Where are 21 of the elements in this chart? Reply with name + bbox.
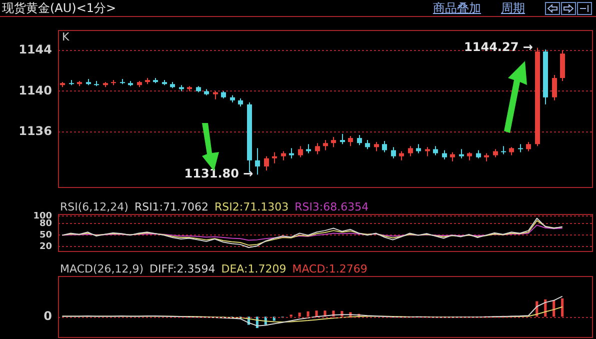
y-tick-label: 1144: [18, 42, 52, 57]
series-label: RSI1:71.7062: [134, 200, 208, 214]
text: DEA:1.7209: [221, 262, 286, 276]
text: 周期: [501, 0, 525, 16]
annotation: 1131.80 →: [184, 166, 254, 181]
text: MACD:1.2769: [292, 262, 368, 276]
annotation: 1144.27 →: [464, 40, 533, 54]
y-tick-label: 50: [39, 230, 52, 241]
y-tick-label: 80: [39, 218, 52, 229]
y-tick-label: 1136: [18, 124, 52, 138]
y-tick-label: 20: [39, 242, 52, 252]
annotation: K: [62, 30, 70, 44]
text: RSI2:71.1303: [214, 200, 289, 214]
series-label: RSI3:68.6354: [294, 200, 369, 214]
text: 商品叠加: [433, 0, 481, 16]
y-tick-label: 1140: [18, 83, 52, 98]
chart-title: MACD(26,12,9): [60, 262, 144, 276]
chart-title: RSI(6,12,24): [60, 200, 128, 214]
text: 现货黄金(AU)<1分>: [1, 0, 116, 16]
text: DIFF:2.3594: [150, 262, 216, 276]
ref-line-label: 0: [44, 308, 52, 323]
